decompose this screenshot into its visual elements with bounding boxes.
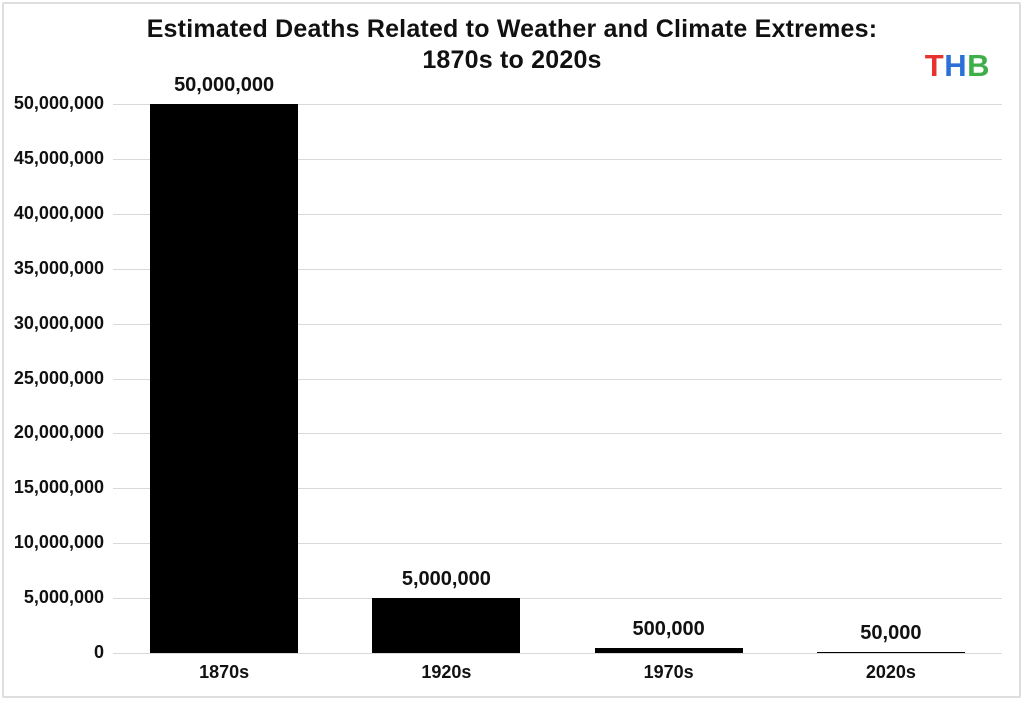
bar-1920s (372, 598, 521, 653)
y-tick-label: 0 (93, 642, 104, 662)
x-tick-label: 2020s (865, 662, 916, 682)
gridline (113, 378, 1002, 380)
gridline (113, 653, 1002, 654)
y-axis: 50,000,000 45,000,000 40,000,000 35,000,000… (0, 93, 104, 662)
gridline (113, 543, 1002, 545)
gridline (113, 323, 1002, 325)
x-tick-label: 1920s (421, 662, 472, 682)
thb-logo-letter-b: B (967, 48, 990, 83)
gridline (113, 104, 1002, 105)
chart-title-line1: Estimated Deaths Related to Weather and … (146, 15, 878, 43)
y-tick-label: 40,000,000 (13, 202, 104, 223)
y-tick-label: 20,000,000 (13, 422, 104, 443)
y-tick-label: 15,000,000 (13, 477, 104, 498)
bar-2020s (816, 652, 965, 653)
gridline (113, 433, 1002, 435)
chart-title-line2: 1870s to 2020s (422, 46, 602, 75)
bar-value-label: 50,000,000 (174, 74, 275, 96)
y-tick-label: 35,000,000 (13, 257, 104, 278)
y-tick-label: 50,000,000 (13, 93, 104, 113)
gridline (113, 158, 1002, 160)
gridline (113, 268, 1002, 270)
y-tick-label: 45,000,000 (13, 147, 104, 168)
y-tick-label: 10,000,000 (13, 532, 104, 553)
y-tick-label: 30,000,000 (13, 312, 104, 333)
x-tick-label: 1970s (643, 662, 694, 682)
bar-1970s (594, 647, 743, 653)
gridline (113, 213, 1002, 215)
gridline (113, 488, 1002, 490)
y-tick-label: 5,000,000 (23, 587, 104, 608)
gridline (113, 598, 1002, 600)
bar-value-label: 50,000 (860, 622, 922, 645)
x-tick-label: 1870s (199, 662, 250, 682)
bar-value-label: 5,000,000 (401, 568, 491, 591)
bar-1870s (150, 104, 299, 653)
thb-logo-letter-h: H (944, 48, 968, 83)
bar-value-label: 500,000 (632, 617, 705, 640)
plot-area (113, 104, 1002, 654)
y-tick-label: 25,000,000 (13, 367, 104, 388)
thb-logo-letter-t: T (924, 48, 945, 83)
chart-title: Estimated Deaths Related to Weather and … (0, 14, 1024, 77)
thb-logo: THB (925, 48, 990, 84)
